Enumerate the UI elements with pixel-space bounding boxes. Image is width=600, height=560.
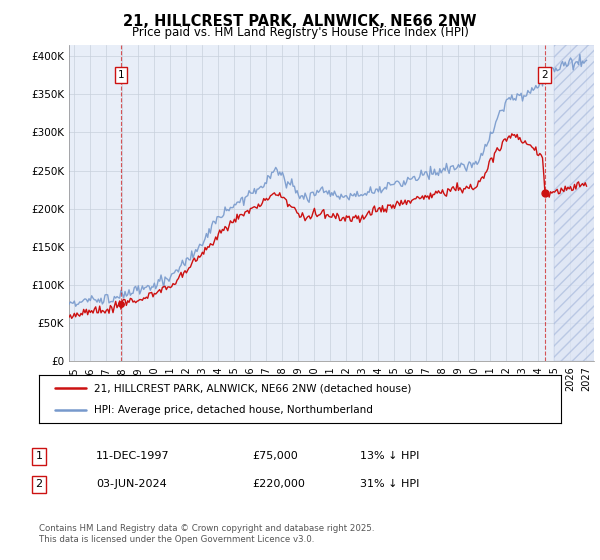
Text: £220,000: £220,000 [252,479,305,489]
Bar [554,45,600,361]
Text: 11-DEC-1997: 11-DEC-1997 [96,451,170,461]
Text: 21, HILLCREST PARK, ALNWICK, NE66 2NW (detached house): 21, HILLCREST PARK, ALNWICK, NE66 2NW (d… [94,383,411,393]
Text: 1: 1 [35,451,43,461]
Text: 2: 2 [541,70,548,80]
Text: Contains HM Land Registry data © Crown copyright and database right 2025.
This d: Contains HM Land Registry data © Crown c… [39,524,374,544]
Text: 1: 1 [118,70,124,80]
Text: 03-JUN-2024: 03-JUN-2024 [96,479,167,489]
Text: 31% ↓ HPI: 31% ↓ HPI [360,479,419,489]
Text: 21, HILLCREST PARK, ALNWICK, NE66 2NW: 21, HILLCREST PARK, ALNWICK, NE66 2NW [123,14,477,29]
Text: HPI: Average price, detached house, Northumberland: HPI: Average price, detached house, Nort… [94,405,373,415]
Text: 13% ↓ HPI: 13% ↓ HPI [360,451,419,461]
Text: 2: 2 [35,479,43,489]
Text: £75,000: £75,000 [252,451,298,461]
Text: Price paid vs. HM Land Registry's House Price Index (HPI): Price paid vs. HM Land Registry's House … [131,26,469,39]
